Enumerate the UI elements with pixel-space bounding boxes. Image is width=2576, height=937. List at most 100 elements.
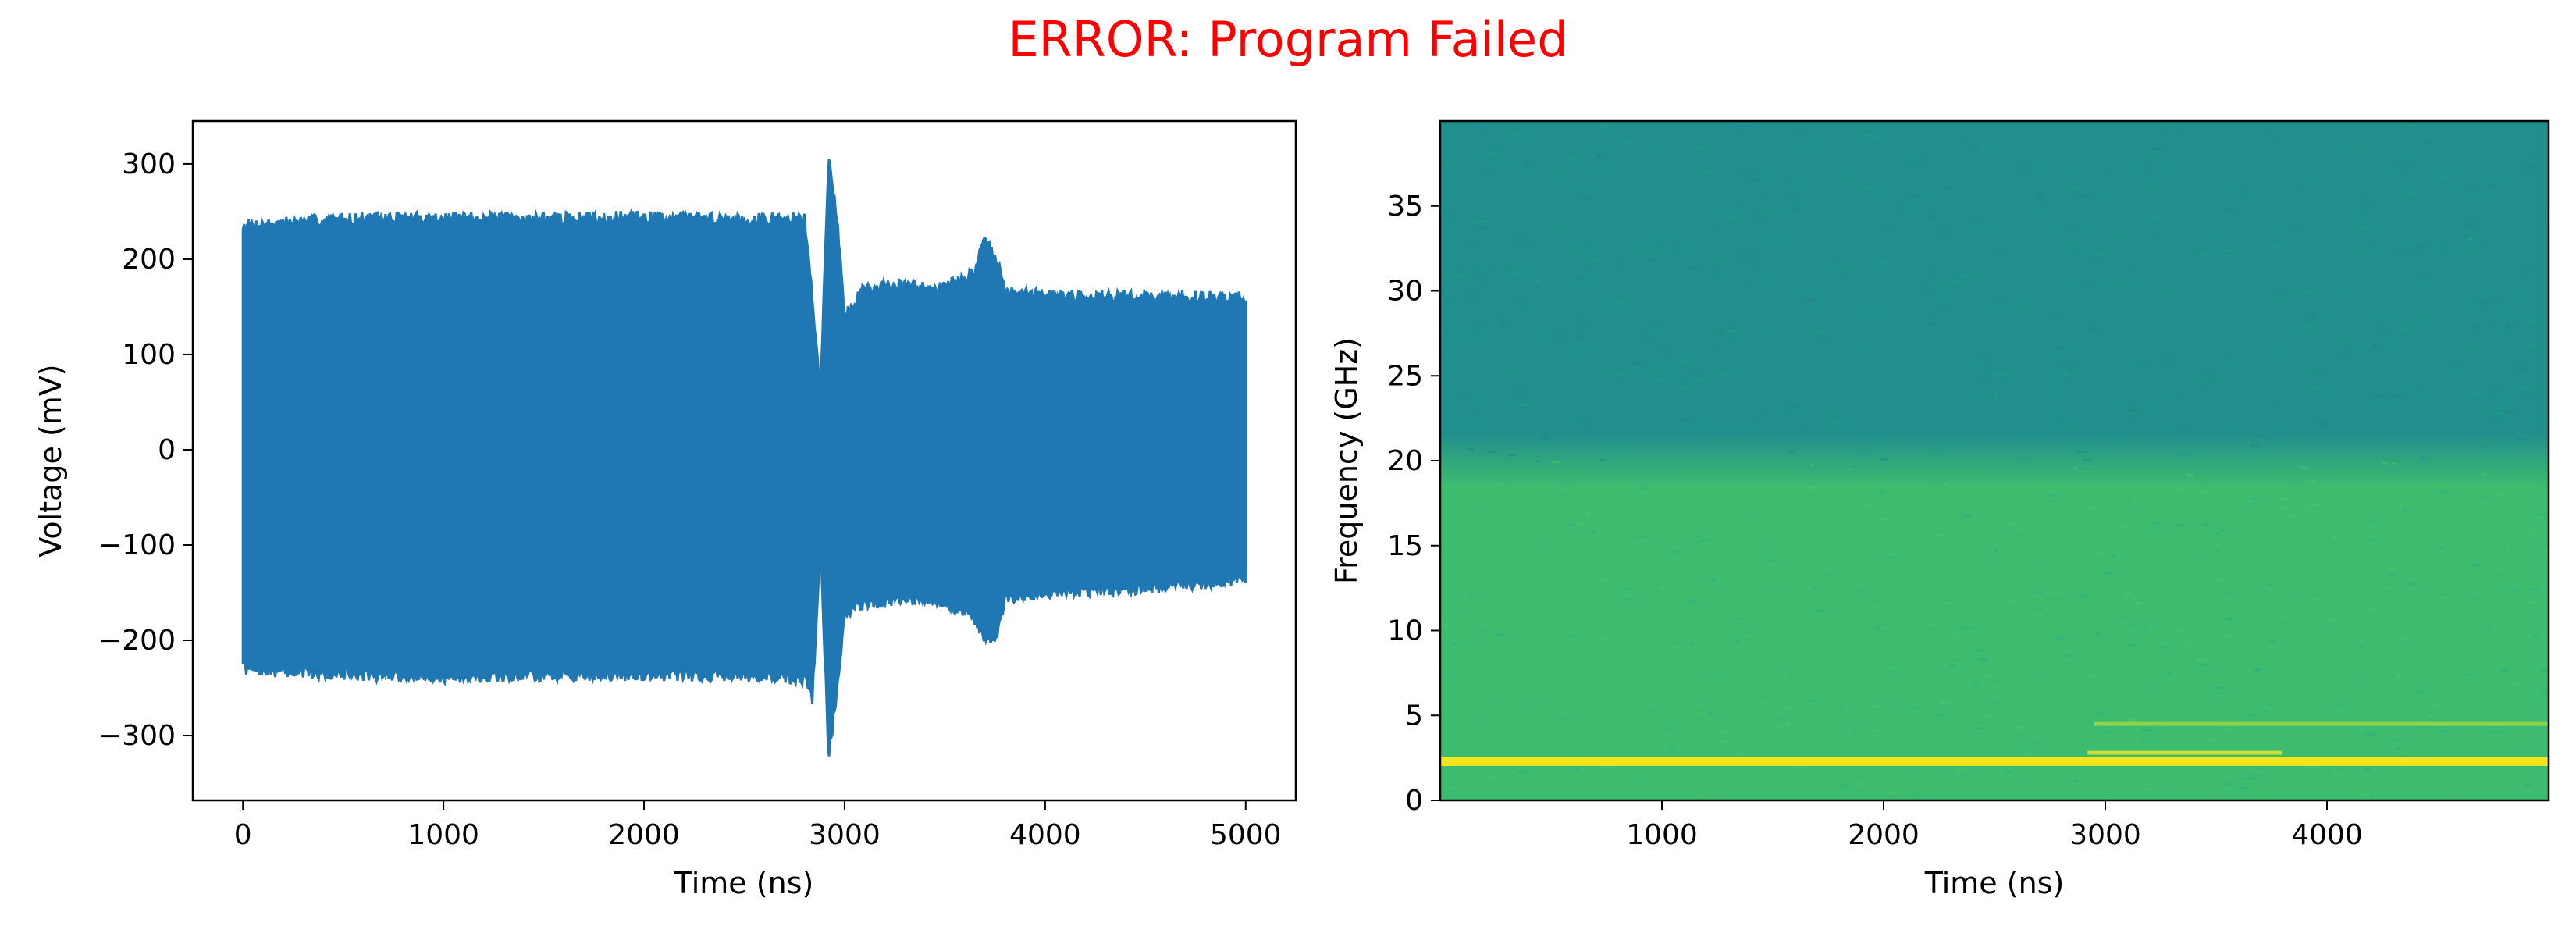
- spectrogram-noise: [1647, 703, 1653, 706]
- spectrogram-noise: [2332, 703, 2343, 706]
- spectrogram-noise: [2437, 730, 2447, 733]
- spectrogram-noise: [2225, 634, 2231, 637]
- spectrogram-noise: [1692, 712, 1700, 715]
- spectrogram-noise: [2432, 704, 2441, 707]
- spectrogram-noise: [2063, 361, 2074, 364]
- spectrogram-noise: [1596, 155, 1606, 158]
- spectrogram-x-ticks: 1000 2000 3000 4000: [1626, 800, 2363, 851]
- spectrogram-noise: [1626, 476, 1631, 479]
- spectrogram-noise: [2396, 675, 2402, 679]
- spectrogram-noise: [1584, 264, 1589, 267]
- spectrogram-noise: [1771, 631, 1781, 634]
- spectrogram-noise: [1959, 627, 1967, 630]
- spectrogram-noise: [2092, 256, 2101, 259]
- spectrogram-noise: [2392, 462, 2397, 465]
- spectrogram-noise: [1540, 436, 1550, 440]
- spectrogram-noise: [1467, 447, 1474, 451]
- spectrogram-noise: [1792, 209, 1799, 212]
- spectrogram-noise: [2303, 370, 2313, 373]
- spectrogram-noise: [1582, 422, 1589, 426]
- spectrogram-noise: [1976, 727, 1986, 730]
- spectrogram-noise: [1580, 768, 1589, 771]
- spectrogram-noise: [1653, 372, 1659, 376]
- spectrogram-noise: [2351, 251, 2356, 254]
- spectrogram-noise: [1994, 550, 1998, 553]
- voltage-y-tick-label: −300: [98, 720, 176, 752]
- spectrogram-noise: [1821, 408, 1828, 411]
- spectrogram-noise: [2090, 252, 2101, 255]
- spectrogram-noise: [2275, 299, 2282, 302]
- spectrogram-noise: [1475, 581, 1479, 584]
- spectrogram-noise: [1789, 450, 1795, 453]
- spectrogram-noise: [2103, 174, 2109, 177]
- spectrogram-noise: [1824, 192, 1827, 195]
- spectrogram-noise: [2395, 747, 2402, 750]
- spectrogram-noise: [1980, 145, 1987, 148]
- spectrogram-noise: [2418, 389, 2423, 392]
- spectrogram-noise: [2073, 187, 2080, 190]
- spectrogram-noise: [2530, 588, 2540, 591]
- spectrogram-noise: [2250, 444, 2258, 447]
- spectrogram-noise: [2165, 672, 2172, 675]
- spectrogram-noise: [1540, 629, 1544, 632]
- spectrogram-noise: [2179, 488, 2186, 491]
- spectrogram-noise: [2241, 188, 2250, 191]
- spectrogram-noise: [1716, 333, 1725, 336]
- spectrogram-noise: [1493, 698, 1499, 701]
- spectrogram-noise: [1754, 467, 1763, 470]
- spectrogram-noise: [1582, 198, 1591, 201]
- spectrogram-noise: [1719, 256, 1724, 259]
- spectrogram-noise: [1606, 766, 1614, 769]
- spectrogram-noise: [1863, 134, 1871, 137]
- spectrogram-noise: [2179, 429, 2188, 432]
- spectrogram-noise: [1576, 692, 1580, 695]
- spectrogram-noise: [1493, 482, 1501, 485]
- spectrogram-noise: [2419, 725, 2428, 728]
- spectrogram-noise: [2510, 589, 2519, 592]
- spectrogram-noise: [1699, 539, 1710, 542]
- spectrogram-noise: [1984, 657, 1989, 661]
- spectrogram-noise: [1806, 297, 1816, 300]
- voltage-x-tick-label: 3000: [809, 819, 881, 851]
- spectrogram-noise: [2183, 389, 2187, 392]
- spectrogram-noise: [2214, 532, 2220, 535]
- spectrogram-noise: [2471, 326, 2481, 329]
- spectrogram-noise: [1777, 283, 1781, 286]
- spectrogram-noise: [2222, 730, 2230, 733]
- spectrogram-noise: [2019, 167, 2029, 170]
- spectrogram-noise: [1655, 328, 1662, 331]
- spectrogram-noise: [2062, 372, 2069, 376]
- spectrogram-noise: [1710, 579, 1717, 582]
- spectrogram-noise: [2225, 618, 2233, 621]
- spectrogram-noise: [2097, 552, 2105, 555]
- spectrogram-noise: [2496, 318, 2507, 321]
- spectrogram-noise: [2466, 223, 2475, 226]
- spectrogram-noise: [2222, 529, 2226, 532]
- spectrogram-noise: [1500, 319, 1506, 322]
- voltage-y-tick-label: 100: [122, 339, 176, 371]
- spectrogram-noise: [1670, 243, 1679, 246]
- spectrogram-noise: [2026, 303, 2031, 306]
- spectrogram-y-tick-label: 35: [1387, 191, 1423, 223]
- spectrogram-noise: [2279, 497, 2288, 501]
- spectrogram-noise: [2493, 730, 2501, 733]
- spectrogram-noise: [2299, 466, 2307, 469]
- spectrogram-noise: [1753, 419, 1759, 422]
- spectrogram-noise: [1805, 427, 1810, 430]
- spectrogram-noise: [1928, 215, 1937, 218]
- spectrogram-noise: [2166, 291, 2174, 294]
- spectrogram-noise: [2464, 234, 2470, 237]
- spectrogram-noise: [2161, 289, 2165, 292]
- spectrogram-noise: [1829, 126, 1833, 129]
- spectrogram-noise: [2175, 128, 2180, 131]
- spectrogram-noise: [2098, 712, 2108, 715]
- spectrogram-noise: [2095, 632, 2101, 636]
- spectrogram-noise: [2326, 476, 2334, 479]
- spectrogram-noise: [1831, 261, 1834, 264]
- spectrogram-noise: [2123, 593, 2134, 597]
- spectrogram-noise: [2290, 228, 2298, 231]
- spectrogram-image: [1440, 121, 2549, 800]
- spectrogram-noise: [1779, 673, 1788, 676]
- spectrogram-noise: [2109, 437, 2116, 440]
- spectrogram-noise: [2374, 324, 2385, 327]
